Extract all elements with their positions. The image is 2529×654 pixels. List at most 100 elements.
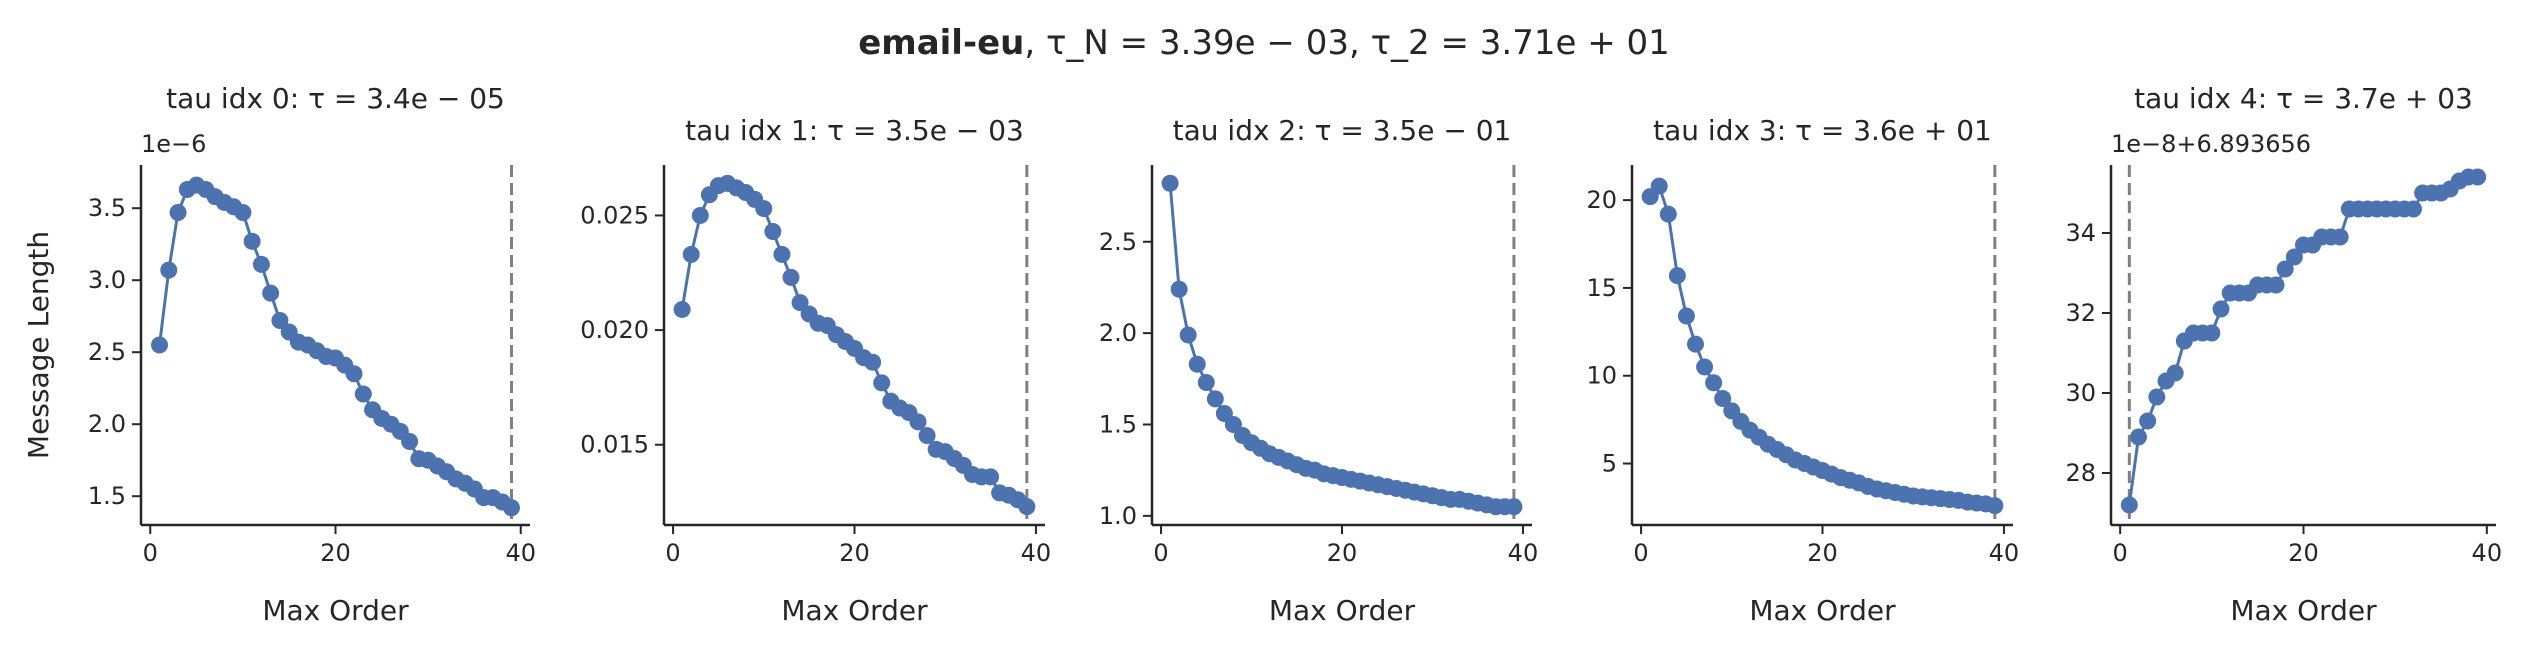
data-point	[345, 365, 363, 383]
data-point	[1696, 358, 1714, 376]
data-point	[1206, 390, 1224, 408]
data-point	[234, 204, 252, 222]
data-point	[873, 374, 891, 392]
panel-2: 0 20 40 1.0 1.5 2.0 2.5 tau idx 2: τ = 3.5e − 0…	[1099, 114, 1538, 627]
x-tick-label: 40	[2472, 539, 2503, 567]
y-tick-label: 0.015	[580, 431, 649, 459]
offset-text: 1e−6	[141, 130, 206, 158]
data-point	[755, 200, 773, 218]
data-point	[1170, 280, 1188, 298]
data-point	[1986, 497, 2004, 515]
data-point	[1179, 326, 1197, 344]
panel-title: tau idx 4: τ = 3.7e + 03	[2134, 82, 2473, 115]
x-tick-label: 0	[665, 539, 680, 567]
data-point	[1161, 174, 1179, 192]
y-tick-label: 3.0	[88, 266, 126, 294]
data-point	[982, 468, 1000, 486]
data-point	[2276, 260, 2294, 278]
y-tick-label: 5	[1602, 450, 1617, 478]
x-tick-label: 40	[1989, 539, 2020, 567]
y-tick-label: 2.0	[1099, 319, 1137, 347]
data-point	[2130, 428, 2147, 446]
y-tick-label: 3.5	[88, 194, 126, 222]
y-tick-label: 2.0	[88, 410, 126, 438]
y-tick-label: 34	[2065, 219, 2096, 247]
data-point	[2405, 200, 2422, 218]
y-tick-label: 1.0	[1099, 502, 1137, 530]
x-axis-label: Max Order	[781, 594, 928, 627]
y-tick-label: 1.5	[1099, 410, 1137, 438]
offset-text: 1e−8+6.893656	[2111, 130, 2311, 158]
data-point	[354, 385, 372, 403]
data-point	[252, 255, 270, 273]
data-point	[1705, 374, 1723, 392]
y-tick-label: 1.5	[88, 482, 126, 510]
data-point	[764, 222, 782, 240]
panel-4: 0 20 40 28 30 32 34 tau idx 4: τ = 3.7e + 03 1e−…	[2065, 82, 2502, 627]
data-point	[1505, 498, 1523, 516]
x-axis-label: Max Order	[2230, 594, 2377, 627]
data-point	[1687, 335, 1704, 353]
data-point	[262, 284, 280, 302]
x-tick-label: 20	[2288, 539, 2319, 567]
data-point	[791, 294, 809, 312]
x-tick-label: 0	[1633, 539, 1648, 567]
y-axis-label: Message Length	[22, 231, 55, 459]
y-tick-label: 10	[1586, 362, 1617, 390]
panels: 0 20 40 1.5 2.0 2.5 3.0 3.5 tau idx 0: τ = 3.4e …	[22, 82, 2502, 627]
data-point	[2212, 300, 2230, 318]
x-axis-label: Max Order	[262, 594, 409, 627]
y-tick-label: 32	[2065, 299, 2096, 327]
data-point	[160, 261, 178, 279]
data-point	[2331, 228, 2349, 246]
data-point	[2469, 168, 2487, 186]
panel-title: tau idx 3: τ = 3.6e + 01	[1653, 114, 1992, 147]
data-point	[502, 499, 520, 517]
data-point	[2166, 364, 2184, 382]
data-point	[1650, 177, 1668, 195]
figure-suptitle: email-eu, τ_N = 3.39e − 03, τ_2 = 3.71e …	[858, 23, 1670, 63]
data-point	[682, 245, 700, 263]
data-point	[2267, 276, 2285, 294]
data-point	[2139, 412, 2157, 430]
data-point	[1714, 390, 1732, 408]
data-point	[773, 245, 791, 263]
panel-1: 0 20 40 0.015 0.020 0.025 tau idx 1: τ = 3.5e …	[580, 114, 1051, 627]
data-point	[2120, 496, 2138, 514]
panel-0: 0 20 40 1.5 2.0 2.5 3.0 3.5 tau idx 0: τ = 3.4e …	[22, 82, 536, 627]
suptitle-dataset: email-eu	[858, 23, 1024, 63]
panel-title: tau idx 2: τ = 3.5e − 01	[1173, 114, 1512, 147]
y-tick-label: 2.5	[88, 338, 126, 366]
x-tick-label: 0	[2113, 539, 2128, 567]
series-line	[1168, 183, 1514, 509]
data-point	[1188, 355, 1206, 373]
x-axis-label: Max Order	[1269, 594, 1416, 627]
data-point	[1668, 267, 1686, 285]
panel-title: tau idx 0: τ = 3.4e − 05	[166, 82, 505, 115]
x-axis-label: Max Order	[1749, 594, 1896, 627]
y-tick-label: 20	[1586, 186, 1617, 214]
data-point	[169, 204, 187, 222]
x-tick-label: 40	[1508, 539, 1539, 567]
suptitle-params: , τ_N = 3.39e − 03, τ_2 = 3.71e + 01	[1024, 23, 1669, 63]
y-tick-label: 15	[1586, 274, 1617, 302]
data-point	[918, 427, 936, 445]
data-point	[151, 336, 169, 354]
data-point	[782, 268, 800, 286]
y-tick-label: 0.025	[580, 201, 649, 229]
data-point	[1018, 498, 1036, 516]
data-point	[2203, 324, 2221, 342]
data-point	[243, 232, 261, 250]
data-point	[1659, 205, 1677, 223]
y-tick-label: 0.020	[580, 316, 649, 344]
data-point	[864, 353, 882, 371]
y-tick-label: 28	[2065, 459, 2096, 487]
series-line	[158, 183, 513, 509]
y-tick-label: 30	[2065, 379, 2096, 407]
y-tick-label: 2.5	[1099, 228, 1137, 256]
data-point	[909, 413, 927, 431]
panel-title: tau idx 1: τ = 3.5e − 03	[685, 114, 1024, 147]
x-tick-label: 40	[1021, 539, 1052, 567]
x-tick-label: 20	[320, 539, 351, 567]
